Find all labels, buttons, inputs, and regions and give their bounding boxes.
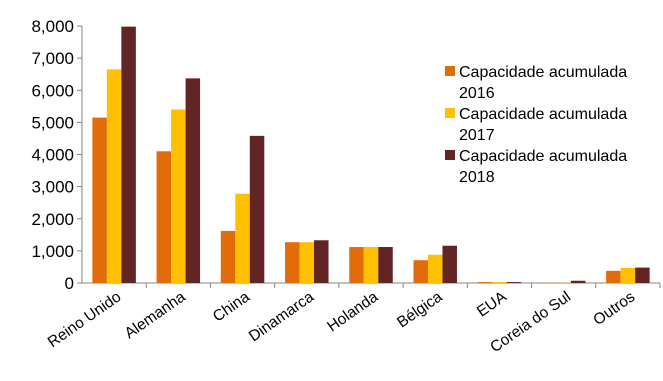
y-tick-label: 8,000 <box>31 17 74 36</box>
y-tick-label: 5,000 <box>31 113 74 132</box>
legend-swatch <box>445 108 455 118</box>
bar <box>635 267 650 283</box>
y-tick-labels: 0 1,000 2,000 3,000 4,000 5,000 6,000 7,000 8,00… <box>31 17 74 293</box>
bar <box>570 280 586 283</box>
legend-entry-label: Capacidade acumulada <box>459 64 627 81</box>
bar <box>427 254 443 283</box>
legend-entry-label: Capacidade acumulada <box>459 148 627 165</box>
bar <box>492 282 507 283</box>
bar <box>413 260 428 283</box>
bar <box>92 117 107 284</box>
bar <box>506 282 522 283</box>
bar <box>121 26 136 284</box>
bar <box>106 69 122 284</box>
x-tick-label: EUA <box>474 288 510 321</box>
bar <box>620 267 636 283</box>
bar <box>156 151 172 283</box>
y-tick-label: 4,000 <box>31 146 74 165</box>
bar <box>235 193 250 283</box>
legend-entry-label: 2017 <box>459 127 495 144</box>
y-tick-label: 7,000 <box>31 49 74 68</box>
x-tick-label: Alemanha <box>122 288 189 342</box>
y-tick-label: 6,000 <box>31 81 74 100</box>
bar <box>314 240 329 283</box>
x-tick-label: Reino Unido <box>45 288 125 351</box>
bar <box>606 270 621 283</box>
bar <box>363 247 379 283</box>
bar <box>477 282 493 283</box>
x-tick-label: China <box>210 288 253 325</box>
legend-swatch <box>445 150 455 160</box>
bar <box>442 245 457 283</box>
legend-entry-label: 2018 <box>459 169 495 186</box>
x-tick-label: Outros <box>590 288 638 329</box>
y-tick-label: 1,000 <box>31 242 74 261</box>
legend: Capacidade acumulada 2016 Capacidade acumu… <box>445 64 627 186</box>
legend-entry-label: 2016 <box>459 85 495 102</box>
bar <box>299 242 315 283</box>
x-tick-label: Bélgica <box>394 288 446 331</box>
bar <box>220 230 236 283</box>
bars <box>92 26 650 284</box>
x-tick-label: Dinamarca <box>246 288 317 345</box>
bar <box>378 247 393 283</box>
bar <box>185 78 201 284</box>
bar <box>349 247 364 283</box>
x-tick-label: Holanda <box>324 288 381 335</box>
y-tick-label: 2,000 <box>31 210 74 229</box>
bar <box>285 242 300 283</box>
legend-entry-label: Capacidade acumulada <box>459 106 627 123</box>
y-tick-label: 3,000 <box>31 178 74 197</box>
y-tick-label: 0 <box>65 274 74 293</box>
bar <box>249 135 265 283</box>
legend-swatch <box>445 66 455 76</box>
bar <box>171 109 186 284</box>
